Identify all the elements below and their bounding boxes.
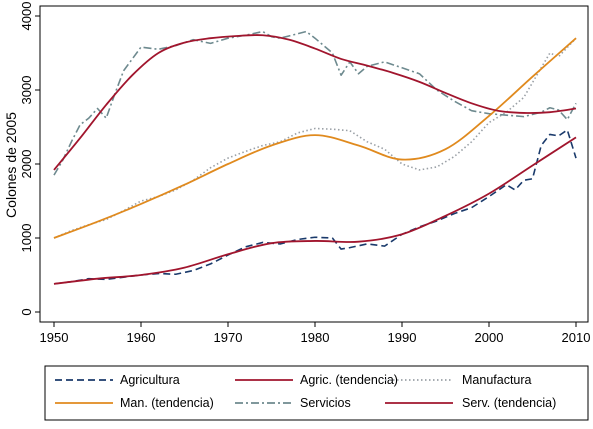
- x-tick-label: 2000: [475, 330, 504, 345]
- legend: Agricultura Agric. (tendencia) Manufactura…: [44, 365, 589, 421]
- x-tick-label: 1960: [127, 330, 156, 345]
- x-axis: 1950 1960 1970 1980 1990 2000 2010: [40, 322, 591, 345]
- legend-box: [44, 365, 589, 421]
- series-line-1: [53, 136, 577, 285]
- series-layer: [53, 30, 577, 285]
- y-tick-label: 4000: [19, 2, 34, 31]
- y-tick-label: 1000: [19, 224, 34, 253]
- legend-label: Serv. (tendencia): [462, 396, 556, 410]
- y-axis-title: Colones de 2005: [3, 112, 19, 218]
- x-tick-label: 1990: [388, 330, 417, 345]
- legend-label: Manufactura: [462, 373, 532, 387]
- legend-label: Agricultura: [120, 373, 180, 387]
- series-line-2: [53, 37, 577, 239]
- y-tick-label: 0: [19, 308, 34, 315]
- y-tick-label: 2000: [19, 150, 34, 179]
- x-tick-label: 1970: [214, 330, 243, 345]
- legend-label: Man. (tendencia): [120, 396, 214, 410]
- x-tick-label: 2010: [562, 330, 591, 345]
- legend-label: Agric. (tendencia): [300, 373, 398, 387]
- series-line-3: [53, 37, 577, 239]
- x-tick-label: 1950: [40, 330, 69, 345]
- y-axis: 0 1000 2000 3000 4000: [19, 2, 40, 316]
- y-tick-label: 3000: [19, 76, 34, 105]
- legend-label: Servicios: [300, 396, 351, 410]
- series-line-5: [53, 34, 577, 171]
- x-tick-label: 1980: [301, 330, 330, 345]
